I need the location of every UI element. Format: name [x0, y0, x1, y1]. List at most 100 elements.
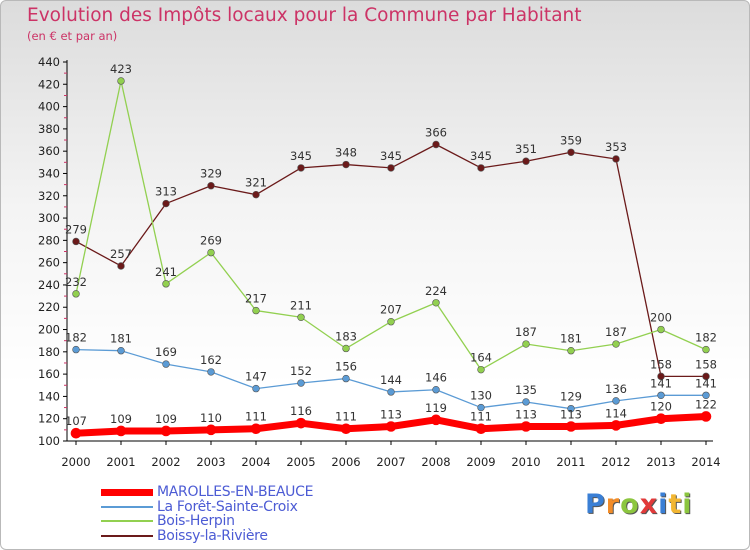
- x-tick-label: 2009: [466, 455, 495, 469]
- data-label: 111: [245, 410, 267, 424]
- data-point: [432, 386, 440, 394]
- x-tick-label: 2004: [241, 455, 270, 469]
- data-point: [567, 404, 575, 413]
- data-point: [295, 417, 307, 429]
- data-point: [342, 374, 350, 383]
- data-label: 136: [605, 382, 627, 396]
- data-label: 182: [695, 331, 717, 345]
- x-tick-label: 2012: [601, 455, 630, 469]
- x-tick-label: 2010: [511, 455, 540, 469]
- y-tick-label: 440: [38, 55, 60, 69]
- x-tick-label: 2006: [331, 455, 360, 469]
- data-point: [342, 160, 350, 169]
- data-label: 182: [65, 331, 87, 345]
- logo-letter: P: [585, 489, 606, 520]
- series-line-boissy-la-riviere: [75, 143, 707, 377]
- data-label: 187: [605, 325, 627, 339]
- data-label: 109: [110, 412, 132, 426]
- data-label: 351: [515, 142, 537, 156]
- data-label: 241: [155, 265, 177, 279]
- data-label: 119: [425, 401, 447, 415]
- data-point: [205, 424, 217, 436]
- data-label: 345: [290, 149, 312, 163]
- data-label: 187: [515, 325, 537, 339]
- data-label: 135: [515, 383, 537, 397]
- data-point: [700, 411, 712, 422]
- data-label: 158: [695, 357, 717, 371]
- data-label: 269: [200, 234, 222, 248]
- y-tick-label: 180: [38, 345, 60, 359]
- data-label: 130: [470, 389, 492, 403]
- data-point: [250, 423, 262, 435]
- data-point: [475, 423, 487, 435]
- data-label: 353: [605, 140, 627, 154]
- x-tick-label: 2007: [376, 455, 405, 469]
- data-label: 224: [425, 284, 447, 298]
- data-label: 147: [245, 370, 267, 384]
- data-label: 211: [290, 298, 312, 312]
- legend-swatch: [101, 505, 153, 508]
- data-point: [297, 313, 305, 321]
- legend-label: Boissy-la-Rivière: [157, 527, 268, 544]
- data-point: [702, 391, 710, 399]
- data-label: 217: [245, 292, 267, 306]
- data-point: [565, 421, 577, 432]
- data-label: 141: [695, 376, 717, 390]
- data-point: [72, 290, 80, 298]
- x-tick-label: 2000: [61, 455, 90, 469]
- logo-letter: x: [639, 489, 659, 520]
- data-point: [522, 340, 530, 348]
- data-point: [70, 427, 82, 439]
- y-tick-label: 380: [38, 122, 60, 136]
- data-point: [432, 299, 440, 307]
- x-tick-label: 2014: [691, 455, 720, 469]
- data-label: 146: [425, 371, 447, 385]
- data-point: [252, 190, 260, 199]
- data-point: [115, 425, 127, 437]
- data-point: [567, 347, 575, 355]
- logo-letter: i: [658, 489, 669, 520]
- data-point: [430, 414, 442, 426]
- y-tick-label: 300: [38, 211, 60, 225]
- data-label: 207: [380, 303, 402, 317]
- y-tick-label: 160: [38, 367, 60, 381]
- data-point: [117, 77, 125, 85]
- data-point: [385, 421, 397, 432]
- legend-label: MAROLLES-EN-BEAUCE: [157, 484, 314, 501]
- data-point: [477, 403, 485, 412]
- data-point: [477, 164, 485, 172]
- data-label: 279: [65, 222, 87, 236]
- y-tick-label: 260: [38, 256, 60, 270]
- data-point: [342, 344, 350, 353]
- data-point: [162, 199, 170, 208]
- y-tick-label: 340: [38, 166, 60, 180]
- data-label: 257: [110, 247, 132, 261]
- legend-item-boissy-la-riviere: Boissy-la-Rivière: [101, 527, 313, 544]
- data-point: [117, 262, 125, 270]
- x-tick-label: 2013: [646, 455, 675, 469]
- legend-label: Bois-Herpin: [157, 513, 235, 530]
- y-tick-label: 400: [38, 100, 60, 114]
- data-point: [162, 360, 170, 368]
- data-label: 110: [200, 411, 222, 425]
- legend-label: La Forêt-Sainte-Croix: [157, 498, 298, 515]
- legend-swatch: [101, 520, 153, 523]
- data-label: 158: [650, 357, 672, 371]
- x-tick-label: 2001: [106, 455, 135, 469]
- chart-title: Evolution des Impôts locaux pour la Comm…: [27, 5, 582, 26]
- x-tick-label: 2011: [556, 455, 585, 469]
- data-point: [612, 397, 620, 405]
- legend-swatch: [101, 534, 153, 537]
- data-point: [702, 345, 710, 354]
- data-point: [252, 306, 260, 315]
- data-point: [160, 425, 172, 437]
- data-point: [522, 157, 530, 165]
- data-label: 107: [65, 414, 87, 428]
- data-point: [207, 248, 215, 257]
- data-point: [432, 140, 440, 149]
- legend-swatch: [101, 488, 153, 496]
- data-point: [657, 391, 665, 399]
- x-tick-label: 2002: [151, 455, 180, 469]
- data-point: [657, 372, 665, 381]
